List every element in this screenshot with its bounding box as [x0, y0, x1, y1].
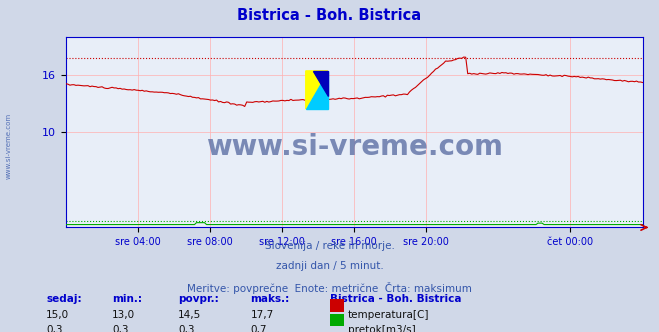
Text: pretok[m3/s]: pretok[m3/s]	[348, 325, 416, 332]
Text: 0,7: 0,7	[250, 325, 267, 332]
Text: www.si-vreme.com: www.si-vreme.com	[206, 133, 503, 161]
Text: maks.:: maks.:	[250, 294, 290, 304]
Text: 14,5: 14,5	[178, 310, 201, 320]
Text: 0,3: 0,3	[112, 325, 129, 332]
Text: sedaj:: sedaj:	[46, 294, 82, 304]
Text: 17,7: 17,7	[250, 310, 273, 320]
Polygon shape	[314, 71, 328, 96]
Text: Slovenija / reke in morje.: Slovenija / reke in morje.	[264, 241, 395, 251]
Text: 0,3: 0,3	[46, 325, 63, 332]
Text: 13,0: 13,0	[112, 310, 135, 320]
Text: www.si-vreme.com: www.si-vreme.com	[5, 113, 11, 179]
Text: zadnji dan / 5 minut.: zadnji dan / 5 minut.	[275, 261, 384, 271]
Text: Meritve: povprečne  Enote: metrične  Črta: maksimum: Meritve: povprečne Enote: metrične Črta:…	[187, 282, 472, 294]
Text: temperatura[C]: temperatura[C]	[348, 310, 430, 320]
Text: 0,3: 0,3	[178, 325, 194, 332]
Polygon shape	[306, 71, 328, 109]
Text: min.:: min.:	[112, 294, 142, 304]
Polygon shape	[306, 71, 328, 109]
Text: Bistrica - Boh. Bistrica: Bistrica - Boh. Bistrica	[237, 8, 422, 23]
Text: Bistrica - Boh. Bistrica: Bistrica - Boh. Bistrica	[330, 294, 461, 304]
Text: povpr.:: povpr.:	[178, 294, 219, 304]
Text: 15,0: 15,0	[46, 310, 69, 320]
